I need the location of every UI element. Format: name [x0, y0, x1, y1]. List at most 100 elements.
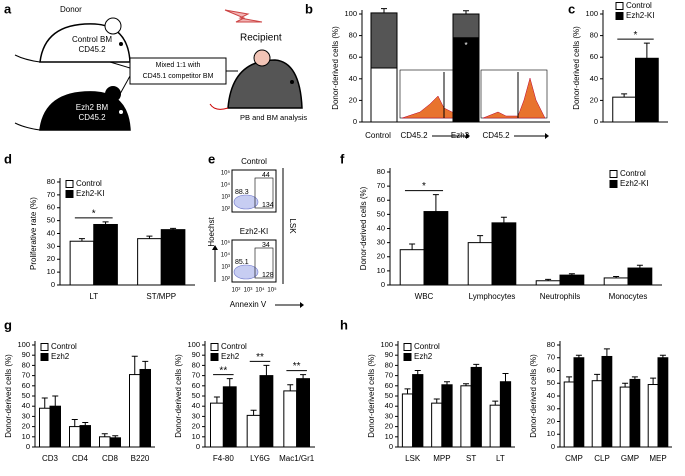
significance: ** — [256, 352, 264, 363]
bar — [79, 425, 91, 448]
y-tick-label: 10 — [192, 432, 200, 441]
x-tick-label: Mac1/Gr1 — [279, 454, 315, 463]
y-tick-label: 60 — [47, 203, 55, 212]
bar-segment — [452, 37, 480, 123]
flow-y-tick: 10² — [221, 277, 230, 283]
bar — [69, 240, 95, 286]
error-bar — [568, 273, 575, 276]
error-bar — [566, 376, 573, 382]
bar-segment — [370, 67, 398, 123]
error-bar — [463, 10, 469, 14]
legend-label: Ezh2 — [414, 352, 433, 361]
bar — [619, 386, 631, 448]
flow-plots — [212, 168, 304, 308]
bar — [160, 229, 186, 286]
y-tick-label: 50 — [22, 391, 30, 400]
x-tick-label: CD8 — [102, 454, 119, 463]
diagram-label: CD45.2 — [78, 45, 106, 54]
panel-letter: e — [208, 151, 215, 166]
y-tick-label: 30 — [47, 241, 55, 250]
legend-swatch — [210, 353, 219, 361]
y-tick-label: 20 — [590, 95, 598, 104]
bar — [603, 277, 629, 286]
y-tick-label: 60 — [349, 52, 357, 61]
error-bar — [263, 364, 270, 376]
error-bar — [102, 221, 109, 225]
bar — [563, 381, 575, 448]
bar — [431, 402, 443, 448]
bar — [499, 381, 512, 448]
y-tick-label: 40 — [385, 401, 393, 410]
y-tick-label: 50 — [547, 378, 555, 387]
donor-mouse — [39, 23, 131, 63]
flow-gate — [254, 247, 274, 279]
error-bar — [131, 355, 138, 375]
legend-label: Control — [620, 169, 646, 178]
error-bar — [463, 383, 470, 386]
flow-y-tick: 10⁵ — [221, 240, 231, 247]
y-tick-label: 0 — [389, 442, 393, 451]
bar — [535, 280, 561, 286]
x-tick-label: LT — [496, 454, 505, 463]
y-tick-label: 40 — [349, 74, 357, 83]
x-tick-label: ST — [466, 454, 476, 463]
y-tick-label: 0 — [196, 442, 200, 451]
legend-swatch — [40, 353, 49, 361]
bar — [601, 355, 613, 448]
panel-letter: f — [340, 151, 345, 166]
error-bar — [650, 377, 657, 385]
y-tick-label: 20 — [547, 416, 555, 425]
legend-swatch — [615, 12, 624, 20]
error-bar — [213, 396, 220, 404]
diagram-label: Donor — [60, 5, 82, 14]
irradiation-icon — [224, 9, 263, 23]
x-tick-label: MEP — [649, 454, 666, 463]
y-tick-label: 100 — [344, 9, 357, 18]
flow-x-tick: 10⁴ — [255, 287, 265, 294]
x-tick-label: B220 — [131, 454, 150, 463]
x-tick-label: CMP — [565, 454, 583, 463]
gate-value: 128 — [262, 272, 274, 279]
y-tick-label: 0 — [353, 117, 357, 126]
error-bar — [112, 435, 119, 438]
arrow-head — [466, 133, 470, 139]
y-tick-label: 10 — [377, 266, 385, 275]
legend-label: Ezh2-KI — [626, 11, 654, 20]
y-tick-label: 40 — [47, 228, 55, 237]
x-tick-label: Ezh2 — [451, 131, 470, 140]
significance: * — [634, 30, 638, 41]
bar — [259, 375, 274, 448]
error-bar — [433, 398, 440, 404]
bar — [491, 222, 517, 286]
diagram-label: CD45.2 — [78, 113, 106, 122]
y-tick-label: 10 — [547, 429, 555, 438]
y-axis-label: Proliferative rate (%) — [29, 197, 38, 270]
mouse-tail — [14, 122, 41, 131]
y-axis-label: Donor-derived cells (%) — [367, 354, 376, 438]
bar — [467, 242, 493, 286]
x-tick-label: LT — [89, 292, 98, 301]
y-tick-label: 20 — [377, 252, 385, 261]
error-bar — [594, 373, 601, 381]
y-tick-label: 80 — [385, 360, 393, 369]
error-bar — [443, 381, 450, 385]
bar — [489, 404, 501, 448]
bar — [657, 357, 669, 448]
flow-density — [233, 194, 259, 210]
y-tick-label: 0 — [51, 280, 55, 289]
significance: * — [464, 41, 467, 50]
y-tick-label: 30 — [385, 411, 393, 420]
bar — [460, 385, 472, 448]
mouse-ear — [104, 17, 122, 35]
diagram-label: PB and BM analysis — [240, 113, 307, 122]
bar — [210, 402, 224, 448]
y-tick-label: 60 — [547, 365, 555, 374]
error-bar — [52, 395, 59, 407]
error-bar — [142, 360, 149, 370]
y-tick-label: 10 — [22, 432, 30, 441]
panel-letter: c — [568, 1, 575, 16]
x-tick-label: ST/MPP — [146, 292, 176, 301]
y-axis-label: Donor-derived cells (%) — [331, 26, 340, 110]
y-tick-label: 40 — [22, 401, 30, 410]
